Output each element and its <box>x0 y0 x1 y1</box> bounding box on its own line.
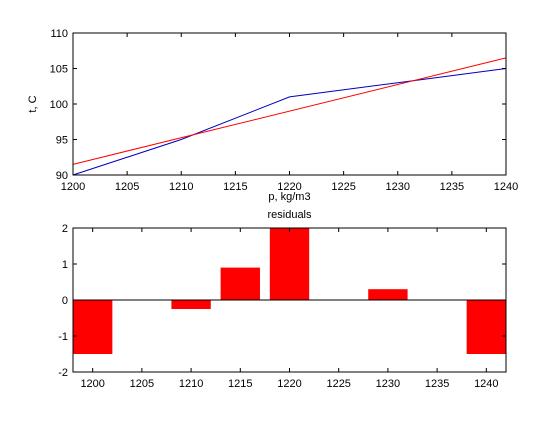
y-tick-label: 90 <box>56 170 68 182</box>
y-tick-label: 100 <box>50 99 68 111</box>
x-tick-label: 1240 <box>474 378 498 390</box>
bar <box>171 300 211 309</box>
plot-residuals: 1200 1205 1210 1215 1220 1225 1230 1235 1240 -2 -1… <box>58 209 507 390</box>
x-tick-label: 1200 <box>80 378 104 390</box>
series-line-1 <box>72 57 507 165</box>
chart-title: residuals <box>267 209 312 221</box>
x-tick-label: 1235 <box>425 378 449 390</box>
x-tick-label: 1230 <box>376 378 400 390</box>
bar <box>220 267 260 300</box>
y-tick-label: 105 <box>50 64 68 76</box>
bar <box>269 228 310 300</box>
bar <box>73 300 113 354</box>
y-tick-label: 1 <box>62 259 68 271</box>
y-tick-label: 95 <box>56 135 68 147</box>
y-axis-label: t, C <box>27 95 39 112</box>
x-tick-label: 1205 <box>115 181 139 193</box>
bar <box>466 300 506 354</box>
y-tick-label: -1 <box>58 331 68 343</box>
y-tick-label: 0 <box>62 295 68 307</box>
x-tick-label: 1215 <box>223 181 247 193</box>
x-tick-label: 1205 <box>130 378 154 390</box>
x-tick-label: 1240 <box>494 181 518 193</box>
x-tick-label: 1210 <box>169 181 193 193</box>
plot-fit: 1200 1205 1210 1215 1220 1225 1230 1235 1240 90 95… <box>27 28 518 203</box>
x-axis-label: p, kg/m3 <box>268 191 310 203</box>
x-tick-label: 1220 <box>277 378 301 390</box>
x-tick-label: 1210 <box>179 378 203 390</box>
y-tick-label: 110 <box>50 28 68 40</box>
x-tick-label: 1200 <box>61 181 85 193</box>
x-tick-label: 1215 <box>228 378 252 390</box>
series-line-0 <box>72 68 507 176</box>
x-tick-label: 1225 <box>326 378 350 390</box>
x-tick-label: 1235 <box>440 181 464 193</box>
bar <box>368 289 408 300</box>
x-tick-label: 1225 <box>331 181 355 193</box>
y-tick-label: 2 <box>62 223 68 235</box>
x-tick-label: 1220 <box>277 181 301 193</box>
x-tick-label: 1230 <box>386 181 410 193</box>
y-tick-label: -2 <box>58 367 68 379</box>
